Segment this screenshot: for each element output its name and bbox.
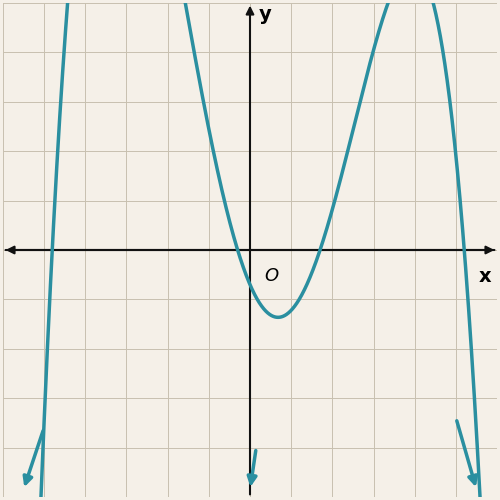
Text: y: y <box>258 5 271 24</box>
Text: x: x <box>478 268 491 286</box>
Text: O: O <box>264 268 278 285</box>
